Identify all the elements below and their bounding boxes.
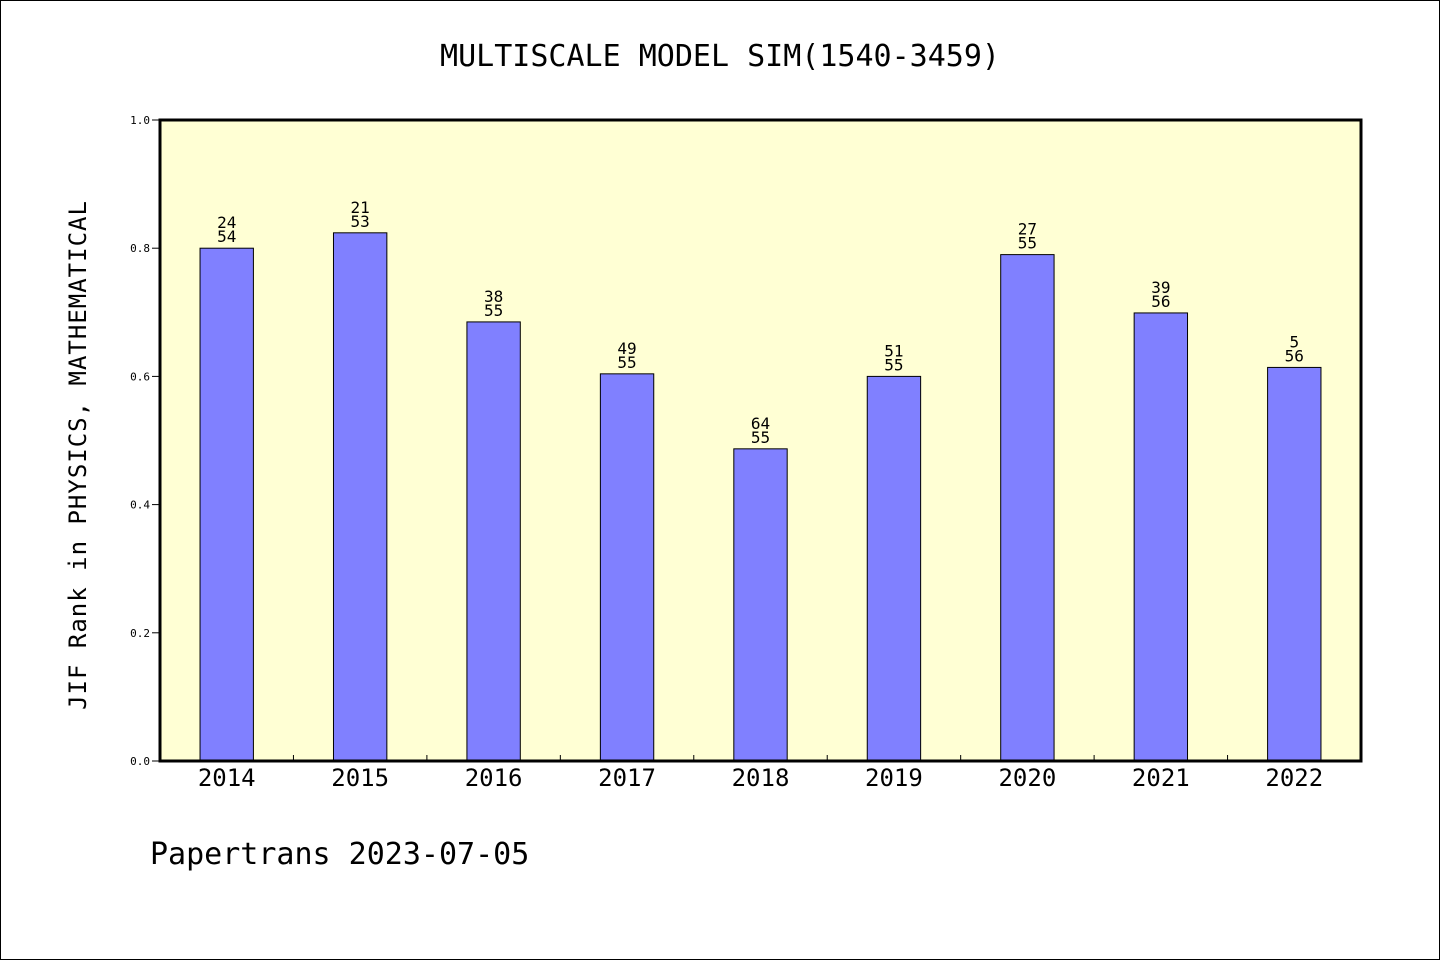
data-label-total: 55 xyxy=(751,428,770,447)
data-label-total: 56 xyxy=(1151,292,1170,311)
x-ticks: 2014 2015 2016 2017 2018 2019 2020 2021 2022 xyxy=(198,755,1323,792)
footer-text: Papertrans 2023-07-05 xyxy=(150,837,529,872)
data-label-rank: 21 xyxy=(351,198,370,217)
bar-2018 xyxy=(733,448,788,762)
x-tick-label: 2017 xyxy=(598,764,656,792)
x-tick-label: 2014 xyxy=(198,764,256,792)
y-tick-label: 0.4 xyxy=(130,499,150,512)
data-label-rank: 38 xyxy=(484,287,503,306)
x-tick-label: 2016 xyxy=(465,764,523,792)
x-tick-label: 2018 xyxy=(732,764,790,792)
y-tick-label: 0.0 xyxy=(130,755,150,768)
data-label-total: 55 xyxy=(484,301,503,320)
x-tick-label: 2020 xyxy=(998,764,1056,792)
data-label-rank: 27 xyxy=(1018,220,1037,239)
chart-title: MULTISCALE MODEL SIM(1540-3459) xyxy=(440,39,1000,74)
data-label-total: 56 xyxy=(1285,346,1304,365)
data-label-rank: 24 xyxy=(217,213,236,232)
x-tick-label: 2019 xyxy=(865,764,923,792)
y-axis-label: JIF Rank in PHYSICS, MATHEMATICAL xyxy=(64,200,92,710)
x-tick-label: 2021 xyxy=(1132,764,1190,792)
data-label-total: 53 xyxy=(351,212,370,231)
bar-2020 xyxy=(1000,254,1055,762)
data-label-total: 55 xyxy=(1018,234,1037,253)
data-label-rank: 5 xyxy=(1289,332,1299,351)
y-tick-label: 0.2 xyxy=(130,627,150,640)
data-label-total: 54 xyxy=(217,227,236,246)
bars xyxy=(199,232,1322,762)
x-tick-label: 2015 xyxy=(331,764,389,792)
y-ticks: 0.0 0.2 0.4 0.6 0.8 1.0 xyxy=(130,114,160,768)
data-label-rank: 49 xyxy=(617,339,636,358)
y-tick-label: 1.0 xyxy=(130,114,150,127)
bar-2019 xyxy=(866,375,922,762)
bar-2017 xyxy=(599,373,655,762)
y-tick-label: 0.6 xyxy=(130,370,150,383)
bar-2021 xyxy=(1133,312,1189,762)
data-label-total: 55 xyxy=(617,353,636,372)
data-label-rank: 51 xyxy=(884,341,903,360)
data-label-rank: 64 xyxy=(751,414,770,433)
bar-2022 xyxy=(1267,366,1322,762)
x-tick-label: 2022 xyxy=(1265,764,1323,792)
data-label-total: 55 xyxy=(884,355,903,374)
bar-2015 xyxy=(332,232,388,762)
plot-border xyxy=(158,118,1363,763)
bar-2014 xyxy=(199,247,254,762)
bar-2016 xyxy=(466,321,521,762)
y-tick-label: 0.8 xyxy=(130,242,150,255)
data-label-rank: 39 xyxy=(1151,278,1170,297)
